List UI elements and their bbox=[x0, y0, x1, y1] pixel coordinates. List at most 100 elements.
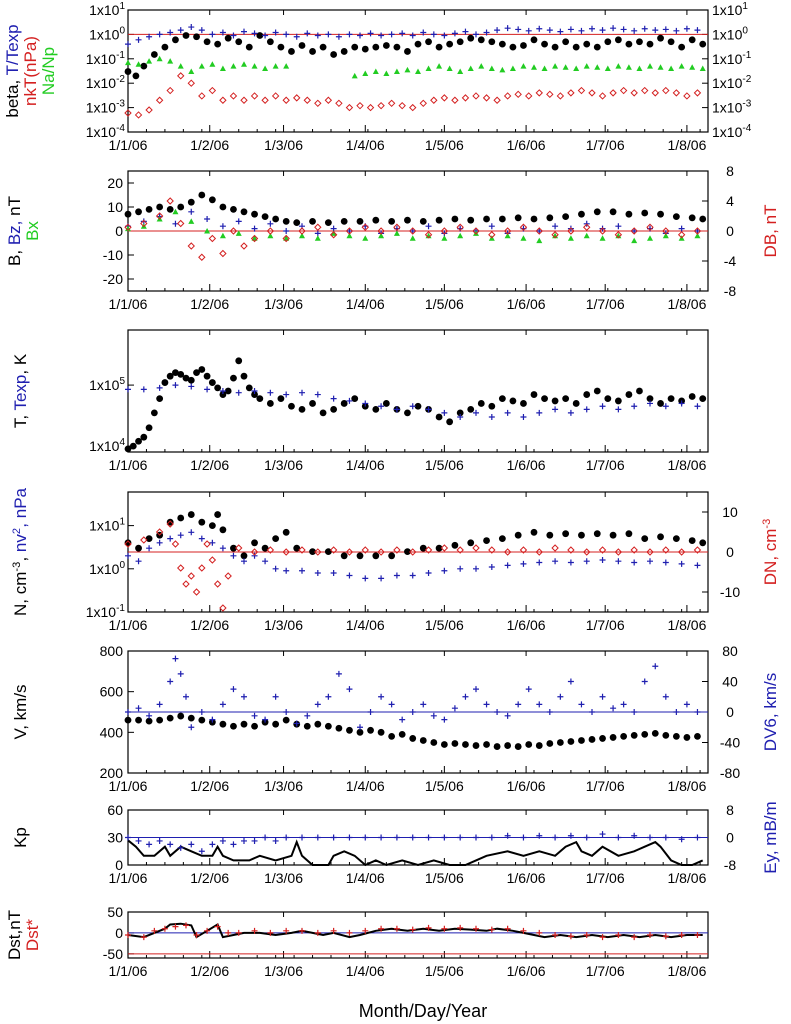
data-point bbox=[483, 701, 490, 708]
data-point bbox=[488, 231, 496, 239]
data-point bbox=[578, 701, 585, 708]
data-point bbox=[552, 406, 559, 413]
y2-tick-label-sup: -3 bbox=[742, 99, 751, 110]
series-line bbox=[127, 839, 704, 867]
data-point bbox=[124, 539, 132, 547]
y2-tick-label-base: 1x10 bbox=[712, 51, 743, 67]
data-point bbox=[456, 409, 464, 417]
data-point bbox=[552, 834, 559, 841]
data-point bbox=[688, 36, 696, 44]
data-point bbox=[520, 400, 527, 407]
data-point bbox=[241, 837, 247, 844]
data-point bbox=[625, 40, 633, 48]
data-point bbox=[219, 701, 226, 708]
data-point bbox=[293, 33, 300, 40]
data-point bbox=[662, 559, 669, 566]
data-point bbox=[235, 544, 243, 552]
data-point bbox=[677, 231, 686, 239]
y-tick-label: 10 bbox=[107, 199, 123, 215]
x-tick-label: 1/3/06 bbox=[264, 296, 303, 312]
data-point bbox=[135, 208, 142, 216]
data-point bbox=[187, 79, 195, 87]
x-axis-title: Month/Day/Year bbox=[359, 1001, 487, 1021]
data-point bbox=[615, 223, 622, 230]
data-point bbox=[288, 402, 295, 410]
data-point bbox=[166, 518, 174, 526]
data-point bbox=[240, 96, 248, 104]
data-point bbox=[298, 405, 306, 413]
data-point bbox=[557, 693, 564, 700]
data-point bbox=[340, 218, 348, 225]
data-point bbox=[125, 41, 131, 48]
data-point bbox=[473, 31, 479, 38]
data-point bbox=[219, 604, 227, 612]
data-point bbox=[425, 223, 432, 230]
y2-tick-label: 0 bbox=[726, 830, 734, 846]
data-point bbox=[504, 25, 511, 32]
y2-tick-label-sup: 1 bbox=[742, 1, 748, 12]
y-axis-label: beta, T/Texp bbox=[3, 24, 22, 117]
label-part: Texp bbox=[11, 375, 30, 411]
y-tick-label: 1x10-4 bbox=[86, 123, 126, 140]
data-point bbox=[620, 733, 628, 740]
panel-temp: 1/1/06 1/2/06 1/3/06 1/4/06 1/5/06 1/6/06 1/7/… bbox=[11, 329, 709, 473]
data-point bbox=[251, 225, 258, 232]
y-axis-label: Dst,nT bbox=[5, 910, 24, 960]
data-point bbox=[409, 926, 416, 933]
data-point bbox=[599, 27, 606, 34]
data-point bbox=[314, 391, 321, 398]
data-point bbox=[356, 101, 364, 110]
data-point bbox=[425, 38, 432, 46]
data-point bbox=[425, 924, 432, 931]
data-point bbox=[404, 66, 411, 73]
data-point bbox=[272, 215, 280, 223]
y2-tick-label: -8 bbox=[724, 283, 737, 299]
y2-tick-label: 1x10-3 bbox=[712, 99, 752, 116]
data-point bbox=[235, 357, 243, 365]
data-point bbox=[187, 198, 195, 206]
data-point bbox=[132, 72, 140, 80]
x-tick-label: 1/8/06 bbox=[667, 963, 706, 979]
label-part: , bbox=[11, 552, 30, 561]
data-point bbox=[430, 96, 438, 104]
y-tick-label-sup: 1 bbox=[119, 517, 125, 528]
y2-tick-label: 0 bbox=[726, 223, 734, 239]
y2-tick-label: 8 bbox=[726, 163, 734, 179]
y-tick-label-base: 1x10 bbox=[89, 26, 120, 42]
y-tick-label: 1x10-1 bbox=[86, 50, 126, 67]
data-point bbox=[689, 64, 696, 70]
data-point bbox=[187, 714, 195, 722]
data-point bbox=[488, 564, 495, 571]
data-point bbox=[419, 737, 427, 744]
data-point bbox=[188, 383, 195, 390]
y-axis-label: T, Texp, K bbox=[11, 353, 30, 428]
data-point bbox=[567, 227, 575, 235]
data-point bbox=[694, 733, 701, 740]
y-tick-label-base: 1x10 bbox=[89, 377, 120, 393]
x-tick-label: 1/5/06 bbox=[425, 617, 464, 633]
data-point bbox=[146, 545, 153, 552]
data-point bbox=[546, 709, 553, 715]
data-point bbox=[335, 33, 342, 40]
data-point bbox=[515, 701, 522, 708]
x-tick-label: 1/2/06 bbox=[190, 457, 229, 473]
data-point bbox=[641, 86, 649, 95]
data-point bbox=[589, 25, 595, 32]
data-point bbox=[536, 929, 543, 936]
data-point bbox=[615, 932, 622, 938]
data-point bbox=[271, 92, 280, 100]
data-point bbox=[330, 51, 338, 58]
data-point bbox=[204, 386, 211, 393]
data-point bbox=[219, 29, 226, 36]
data-point bbox=[250, 548, 259, 556]
data-point bbox=[556, 739, 564, 746]
data-point bbox=[240, 208, 248, 216]
data-point bbox=[251, 712, 258, 719]
data-point bbox=[583, 391, 591, 398]
data-point bbox=[345, 548, 354, 556]
data-point bbox=[204, 927, 211, 934]
data-point bbox=[599, 693, 606, 700]
data-point bbox=[219, 96, 227, 104]
y-tick-label: 1x100 bbox=[89, 25, 125, 42]
